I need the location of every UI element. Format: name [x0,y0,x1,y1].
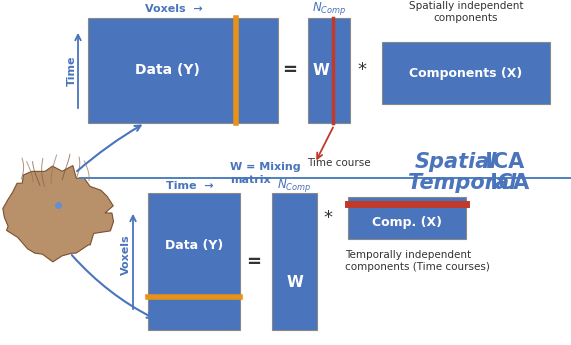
Text: Voxels: Voxels [121,234,131,275]
FancyBboxPatch shape [308,18,350,123]
Polygon shape [3,166,114,262]
Text: *: * [357,61,367,79]
Text: Spatially independent
components: Spatially independent components [409,1,523,23]
Text: ICA: ICA [478,152,524,172]
Text: =: = [283,61,297,79]
Text: W = Mixing: W = Mixing [230,162,300,172]
FancyBboxPatch shape [148,193,240,330]
Text: Voxels  →: Voxels → [144,4,202,14]
Text: Data (Y): Data (Y) [165,238,223,252]
Text: $N_{Comp}$: $N_{Comp}$ [278,177,312,195]
FancyBboxPatch shape [272,193,317,330]
Text: matrix: matrix [230,175,271,185]
FancyBboxPatch shape [382,42,550,104]
Text: Time course: Time course [307,158,371,168]
Text: *: * [324,209,332,227]
FancyBboxPatch shape [88,18,278,123]
Text: =: = [247,253,262,270]
Text: W: W [312,63,329,78]
Text: Components (X): Components (X) [409,67,522,79]
FancyBboxPatch shape [348,197,466,239]
Text: Data (Y): Data (Y) [135,63,200,78]
Text: Comp. (X): Comp. (X) [372,216,442,229]
Text: Temporal: Temporal [408,173,516,193]
Text: $N_{Comp}$: $N_{Comp}$ [312,0,346,18]
Text: W: W [286,275,303,289]
Text: Temporally independent
components (Time courses): Temporally independent components (Time … [345,250,490,272]
Text: ICA: ICA [483,173,529,193]
Text: Spatial: Spatial [415,152,497,172]
Text: Time  →: Time → [166,181,213,191]
Text: Time: Time [67,55,77,86]
